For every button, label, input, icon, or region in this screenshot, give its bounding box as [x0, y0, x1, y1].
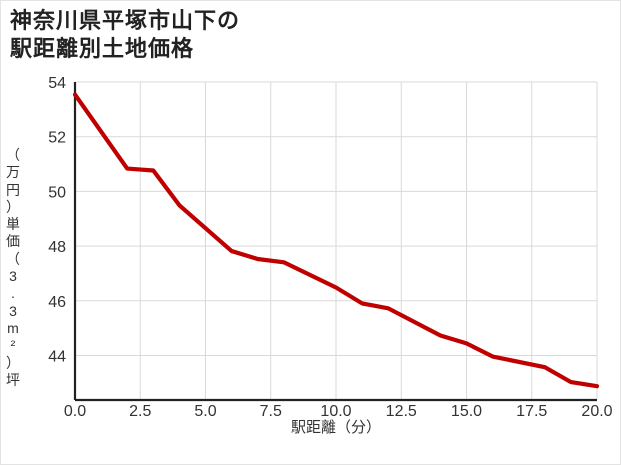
svg-text:2.5: 2.5 [129, 403, 151, 420]
svg-text:48: 48 [48, 239, 66, 256]
svg-text:50: 50 [48, 184, 66, 201]
svg-text:44: 44 [48, 349, 66, 366]
svg-text:10.0: 10.0 [320, 403, 351, 420]
svg-text:15.0: 15.0 [451, 403, 482, 420]
svg-text:17.5: 17.5 [516, 403, 547, 420]
svg-text:54: 54 [48, 75, 66, 92]
svg-text:46: 46 [48, 294, 66, 311]
svg-text:12.5: 12.5 [386, 403, 417, 420]
svg-text:0.0: 0.0 [64, 403, 86, 420]
svg-text:52: 52 [48, 130, 66, 147]
svg-text:駅距離（分）: 駅距離（分） [291, 418, 381, 436]
svg-text:20.0: 20.0 [581, 403, 612, 420]
svg-text:5.0: 5.0 [194, 403, 216, 420]
svg-text:7.5: 7.5 [260, 403, 282, 420]
